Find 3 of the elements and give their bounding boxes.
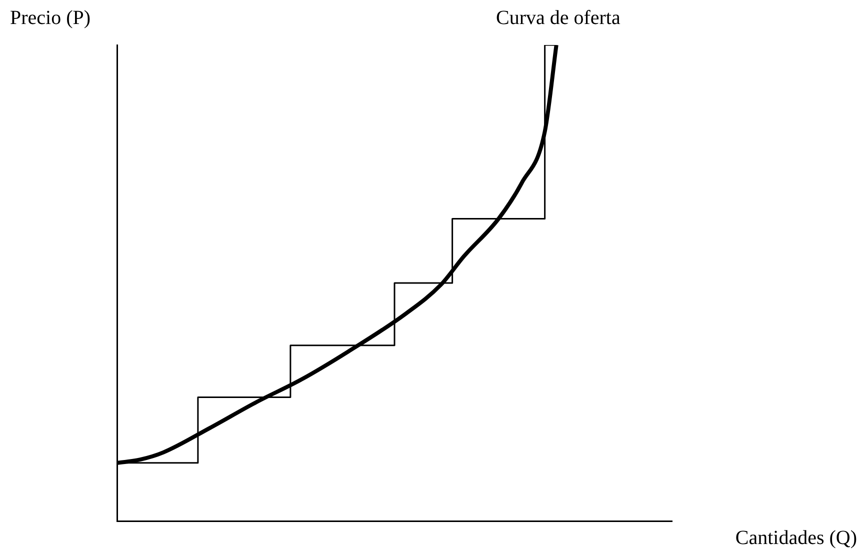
y-axis-title: Precio (P): [10, 7, 91, 29]
x-axis-title: Cantidades (Q): [735, 527, 857, 549]
series-label: Curva de oferta: [496, 7, 620, 29]
